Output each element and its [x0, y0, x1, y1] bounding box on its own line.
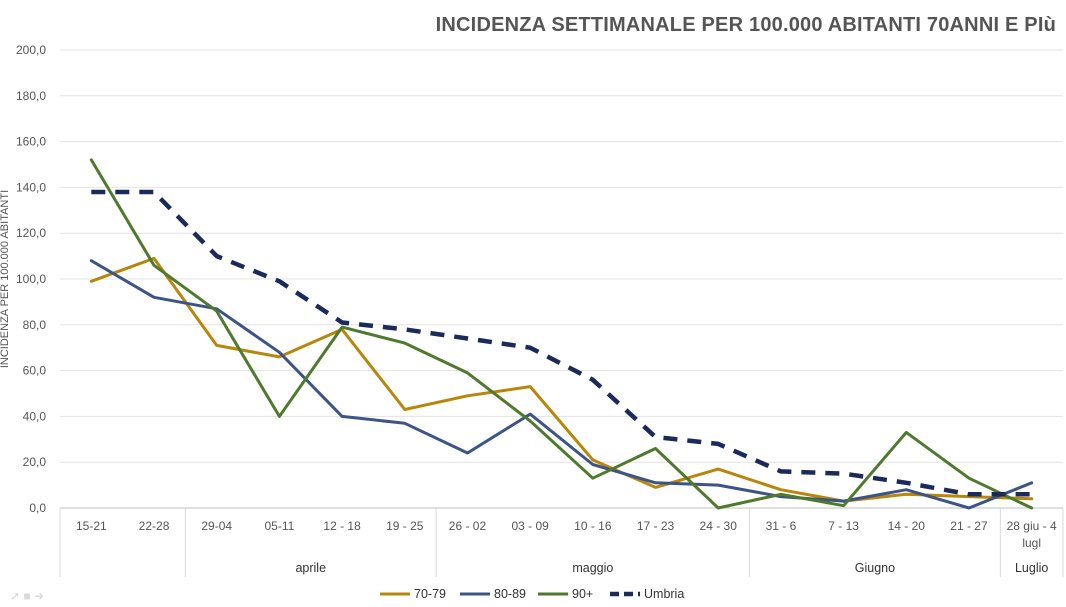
x-tick-label: 03 - 09: [511, 519, 549, 533]
y-tick-label: 0,0: [29, 501, 46, 515]
x-tick-label: 21 - 27: [950, 519, 988, 533]
y-tick-label: 140,0: [16, 180, 46, 194]
x-tick-label: 7 - 13: [828, 519, 859, 533]
x-tick-label: 28 giu - 4: [1007, 519, 1057, 533]
legend-label: 90+: [572, 587, 593, 601]
y-tick-label: 120,0: [16, 226, 46, 240]
y-tick-label: 180,0: [16, 89, 46, 103]
y-tick-label: 20,0: [23, 455, 47, 469]
chart-title: INCIDENZA SETTIMANALE PER 100.000 ABITAN…: [435, 14, 1056, 36]
x-tick-label: 10 - 16: [574, 519, 612, 533]
x-tick-label: 15-21: [76, 519, 107, 533]
legend-label: 80-89: [494, 587, 526, 601]
group-label: maggio: [572, 561, 613, 575]
series-line-umbria: [91, 189, 1032, 497]
legend-label: 70-79: [414, 587, 446, 601]
month-groups: aprile maggio Giugno Luglio: [184, 508, 1048, 577]
series-line-7079: [89, 256, 1034, 503]
x-tick-label: 14 - 20: [888, 519, 926, 533]
x-axis-ticks: 15-21 22-28 29-04 05-11 12 - 18 19 - 25 26 - 0…: [76, 519, 1057, 550]
x-tick-label: 17 - 23: [637, 519, 675, 533]
x-tick-label: 31 - 6: [766, 519, 797, 533]
y-tick-label: 160,0: [16, 135, 46, 149]
x-tick-label: 22-28: [139, 519, 170, 533]
y-tick-label: 40,0: [23, 409, 47, 423]
x-tick-label: 12 - 18: [323, 519, 361, 533]
group-label: aprile: [295, 561, 326, 575]
y-tick-label: 60,0: [23, 364, 47, 378]
x-tick-label: 29-04: [201, 519, 232, 533]
x-tick-label: 24 - 30: [700, 519, 738, 533]
group-label: Luglio: [1015, 561, 1048, 575]
series-lines: [89, 158, 1034, 510]
x-tick-label: lugl: [1022, 536, 1041, 550]
y-axis-ticks: 0,0 20,0 40,0 60,0 80,0 100,0 120,0 140,0 160,0 1…: [16, 43, 46, 515]
y-tick-label: 200,0: [16, 43, 46, 57]
legend-label: Umbria: [644, 587, 684, 601]
slide-controls-icons: ➚ ■ ➜: [10, 589, 45, 603]
y-tick-label: 80,0: [23, 318, 47, 332]
series-line-8089: [89, 259, 1034, 510]
x-tick-label: 05-11: [265, 519, 295, 533]
x-tick-label: 19 - 25: [386, 519, 424, 533]
series-line-90: [89, 158, 1034, 510]
x-tick-label: 26 - 02: [449, 519, 487, 533]
group-label: Giugno: [855, 561, 895, 575]
y-axis-label: INCIDENZA PER 100.000 ABITANTI: [0, 190, 11, 368]
x-axis: [59, 507, 1064, 577]
y-tick-label: 100,0: [16, 272, 46, 286]
gridlines: [60, 49, 1063, 463]
legend: 70-79 80-89 90+ Umbria: [380, 587, 684, 601]
